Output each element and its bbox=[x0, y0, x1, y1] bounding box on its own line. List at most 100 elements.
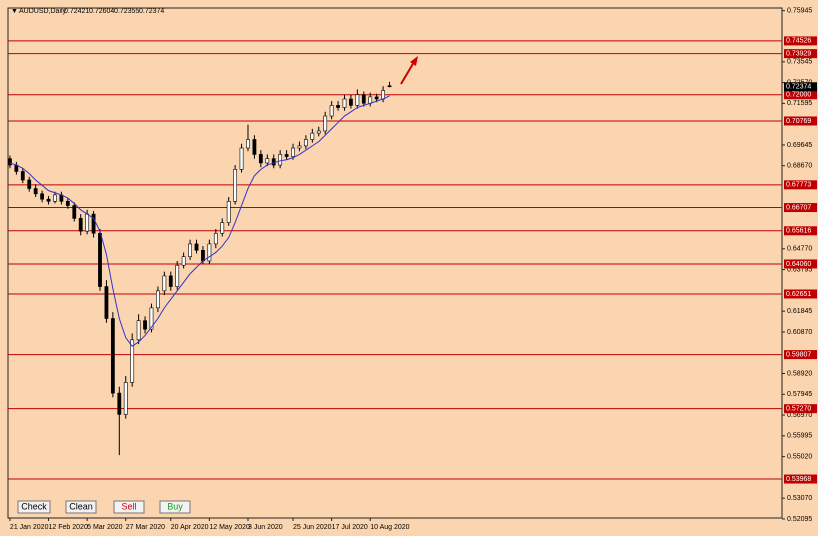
candle-body bbox=[123, 382, 128, 415]
candle-body bbox=[91, 213, 96, 234]
y-tick-label: 0.58920 bbox=[787, 370, 812, 377]
x-tick-label: 5 Mar 2020 bbox=[87, 524, 123, 531]
candle-body bbox=[368, 96, 373, 104]
trend-arrow bbox=[400, 61, 415, 85]
candle-body bbox=[323, 115, 328, 132]
y-tick-label: 0.68670 bbox=[787, 163, 812, 170]
candle-body bbox=[374, 96, 379, 100]
y-tick-label: 0.57945 bbox=[787, 391, 812, 398]
level-label-box bbox=[784, 116, 817, 126]
button-label[interactable]: Buy bbox=[167, 501, 183, 511]
button[interactable]: Buy bbox=[159, 500, 191, 514]
candle-body bbox=[381, 90, 385, 100]
x-tick-label: 10 Aug 2020 bbox=[370, 524, 409, 531]
candle-body bbox=[168, 275, 173, 287]
x-tick-label: 25 Jun 2020 bbox=[293, 524, 332, 531]
candle-body bbox=[233, 169, 238, 202]
x-tick-label: 27 Mar 2020 bbox=[126, 524, 165, 531]
candle-body bbox=[27, 179, 32, 189]
level-label: 0.53968 bbox=[786, 476, 811, 483]
header-high: 0.72604 bbox=[89, 8, 114, 15]
candle-body bbox=[85, 213, 90, 232]
button-label[interactable]: Clean bbox=[69, 501, 93, 511]
candle-body bbox=[72, 205, 77, 219]
level-label: 0.73929 bbox=[786, 50, 811, 57]
candle-body bbox=[175, 264, 180, 287]
candle-body bbox=[387, 85, 392, 88]
x-tick-label: 17 Jul 2020 bbox=[332, 524, 368, 531]
candle-body bbox=[46, 198, 51, 202]
candle-body bbox=[201, 250, 205, 262]
level-label: 0.74526 bbox=[786, 38, 811, 45]
candle-body bbox=[181, 256, 186, 266]
level-label-box bbox=[784, 474, 817, 484]
candle-body bbox=[136, 320, 141, 341]
chart-title: AUDUSD,Daily bbox=[19, 8, 67, 15]
candle-body bbox=[342, 98, 347, 108]
candle-body bbox=[361, 94, 366, 104]
candle-body bbox=[156, 290, 160, 309]
x-tick-label: 12 May 2020 bbox=[209, 524, 250, 531]
price-label: 0.72374 bbox=[786, 84, 811, 91]
candle-body bbox=[143, 320, 147, 330]
x-tick-label: 3 Jun 2020 bbox=[248, 524, 283, 531]
candle-body bbox=[40, 193, 44, 200]
candle-body bbox=[271, 158, 276, 166]
level-label: 0.65616 bbox=[786, 228, 811, 235]
header-low: 0.72355 bbox=[114, 8, 139, 15]
level-label-box bbox=[784, 226, 817, 236]
x-tick-label: 20 Apr 2020 bbox=[171, 524, 209, 531]
candle-body bbox=[278, 154, 283, 166]
candle-body bbox=[291, 147, 295, 157]
y-tick-label: 0.69645 bbox=[787, 142, 812, 149]
candle-body bbox=[349, 98, 353, 106]
y-tick-label: 0.73545 bbox=[787, 59, 812, 66]
level-label-box bbox=[784, 289, 817, 299]
level-label-box bbox=[784, 203, 817, 213]
level-label-box bbox=[784, 180, 817, 190]
candle-body bbox=[33, 188, 38, 195]
candle-body bbox=[316, 130, 321, 134]
level-label: 0.67773 bbox=[786, 182, 811, 189]
candle-body bbox=[110, 318, 115, 394]
y-tick-label: 0.60870 bbox=[787, 329, 812, 336]
y-tick-label: 0.56970 bbox=[787, 412, 812, 419]
button-label[interactable]: Check bbox=[21, 501, 47, 511]
plot-frame bbox=[7, 7, 783, 519]
level-label-box bbox=[784, 259, 817, 269]
header-close: 0.72374 bbox=[139, 8, 164, 15]
candle-body bbox=[149, 307, 154, 330]
level-label-box bbox=[784, 404, 817, 414]
candle-body bbox=[194, 243, 199, 251]
candle-body bbox=[162, 275, 167, 292]
candle-body bbox=[213, 232, 218, 245]
y-tick-label: 0.71595 bbox=[787, 100, 812, 107]
candle-body bbox=[284, 154, 289, 157]
y-tick-label: 0.75945 bbox=[787, 8, 812, 15]
level-label-box bbox=[784, 90, 817, 100]
x-tick-label: 21 Jan 2020 bbox=[10, 524, 49, 531]
menu-arrow[interactable]: ▼ bbox=[11, 8, 18, 15]
y-tick-label: 0.61845 bbox=[787, 308, 812, 315]
level-label: 0.64060 bbox=[786, 261, 811, 268]
candle-body bbox=[98, 232, 102, 287]
candle-body bbox=[239, 147, 244, 170]
header-open: 0.72421 bbox=[64, 8, 89, 15]
button-label[interactable]: Sell bbox=[121, 501, 136, 511]
candle-body bbox=[336, 105, 340, 108]
candle-body bbox=[246, 139, 250, 149]
candle-body bbox=[20, 171, 25, 181]
button[interactable]: Check bbox=[17, 500, 51, 514]
candle-body bbox=[104, 286, 109, 319]
level-label: 0.70769 bbox=[786, 118, 811, 125]
button[interactable]: Sell bbox=[113, 500, 145, 514]
button[interactable]: Clean bbox=[65, 500, 97, 514]
candle-body bbox=[130, 339, 135, 383]
y-tick-label: 0.55995 bbox=[787, 433, 812, 440]
y-tick-label: 0.63795 bbox=[787, 266, 812, 273]
y-tick-label: 0.52095 bbox=[787, 516, 812, 523]
level-label: 0.62651 bbox=[786, 291, 811, 298]
moving-average bbox=[9, 95, 390, 347]
